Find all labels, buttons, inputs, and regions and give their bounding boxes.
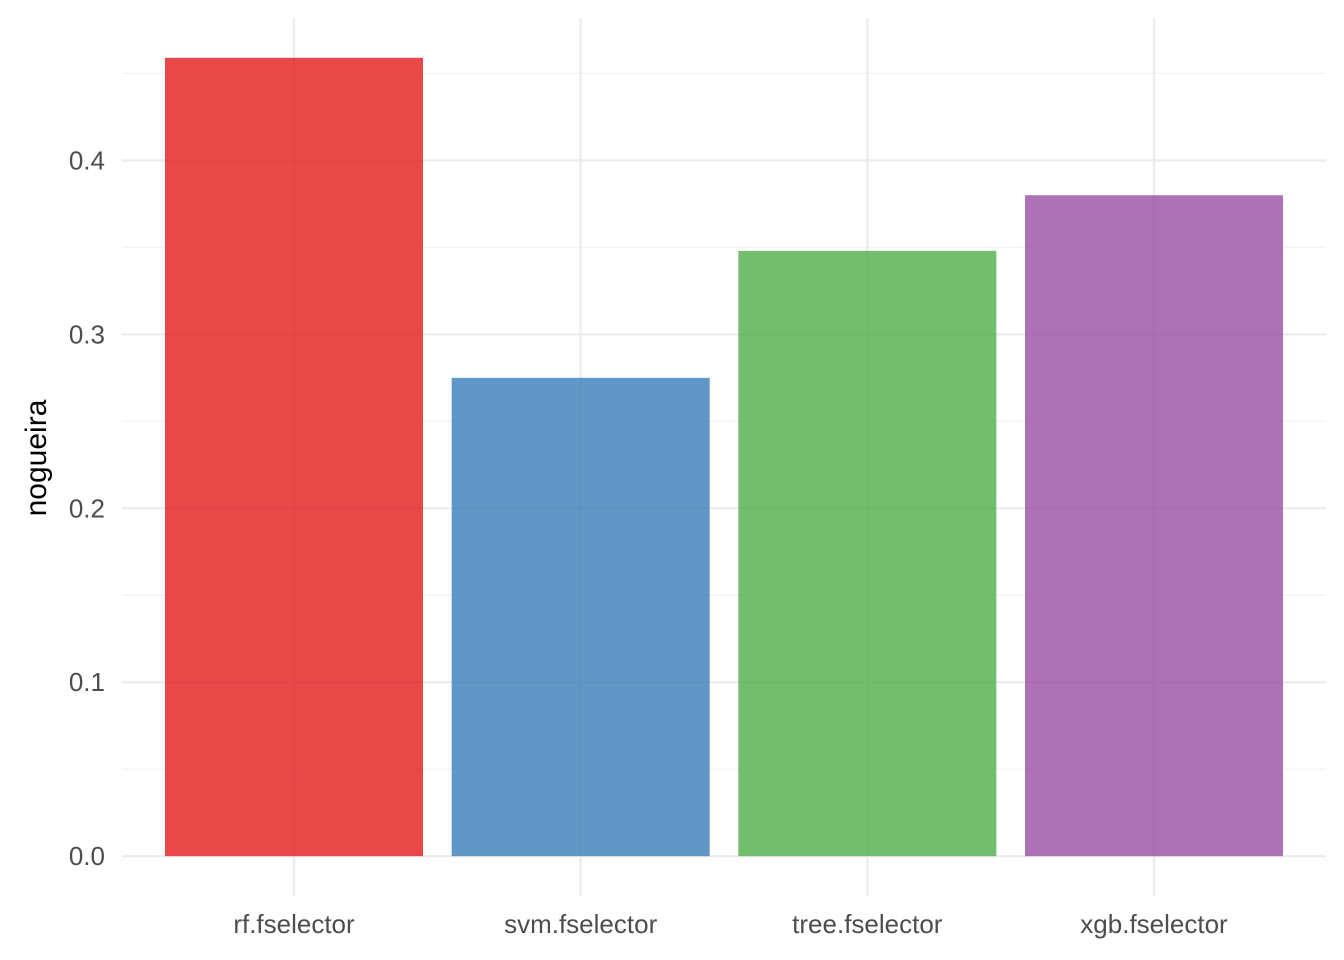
y-tick-label: 0.2	[69, 493, 105, 523]
y-axis-title: nogueira	[20, 399, 53, 516]
x-tick-label: rf.fselector	[233, 909, 355, 939]
bar-xgb-fselector	[1025, 195, 1283, 857]
x-tick-label: tree.fselector	[792, 909, 943, 939]
y-tick-label: 0.1	[69, 667, 105, 697]
x-axis-ticks: rf.fselector svm.fselector tree.fselector x…	[233, 909, 1228, 939]
y-tick-label: 0.3	[69, 319, 105, 349]
bars	[165, 57, 1283, 857]
y-tick-label: 0.0	[69, 841, 105, 871]
y-axis-ticks: 0.0 0.1 0.2 0.3 0.4	[69, 145, 105, 871]
bar-svm-fselector	[451, 377, 710, 857]
bar-rf-fselector	[165, 57, 423, 857]
bar-tree-fselector	[738, 250, 997, 857]
x-tick-label: svm.fselector	[504, 909, 657, 939]
y-tick-label: 0.4	[69, 145, 105, 175]
x-tick-label: xgb.fselector	[1080, 909, 1228, 939]
